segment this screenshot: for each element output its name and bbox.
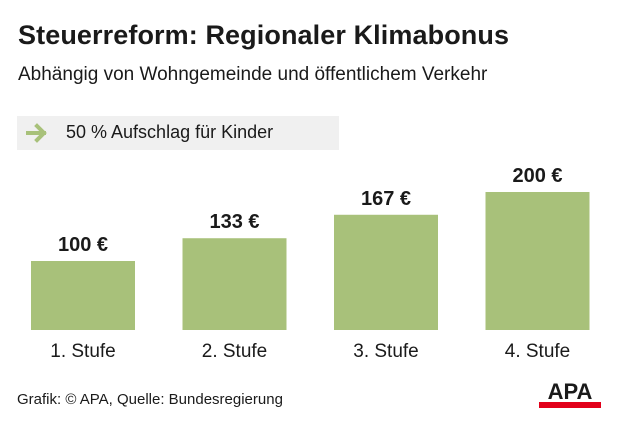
source-credit: Grafik: © APA, Quelle: Bundesregierung — [17, 391, 283, 408]
value-label-2: 133 € — [209, 211, 259, 233]
note-text: 50 % Aufschlag für Kinder — [66, 122, 274, 142]
note-box: 50 % Aufschlag für Kinder — [17, 116, 339, 150]
chart-subtitle: Abhängig von Wohngemeinde und öffentlich… — [18, 64, 488, 85]
value-label-1: 100 € — [58, 234, 108, 256]
bar-2 — [182, 238, 287, 330]
bar-4 — [485, 192, 590, 330]
apa-logo: APA — [539, 380, 601, 408]
chart-title: Steuerreform: Regionaler Klimabonus — [18, 20, 510, 50]
bar-3 — [334, 214, 438, 330]
value-label-3: 167 € — [361, 188, 411, 210]
arrow-right-icon — [26, 123, 47, 143]
bar-chart: 100 € 1. Stufe 133 € 2. Stufe 167 € 3. Stufe 2… — [31, 165, 590, 362]
svg-text:APA: APA — [548, 380, 593, 404]
category-label-2: 2. Stufe — [202, 341, 268, 362]
bar-1 — [31, 261, 135, 330]
category-label-1: 1. Stufe — [50, 341, 116, 362]
category-label-4: 4. Stufe — [505, 341, 571, 362]
category-label-3: 3. Stufe — [353, 341, 419, 362]
value-label-4: 200 € — [512, 165, 562, 187]
